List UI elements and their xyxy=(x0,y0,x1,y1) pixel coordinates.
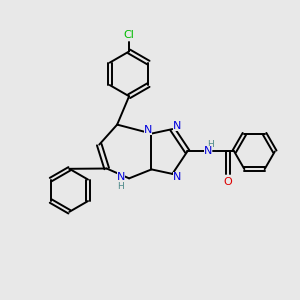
Text: H: H xyxy=(117,182,124,191)
Text: N: N xyxy=(144,125,152,135)
Text: O: O xyxy=(224,177,233,187)
Text: N: N xyxy=(173,172,182,182)
Text: N: N xyxy=(173,121,182,131)
Text: N: N xyxy=(116,172,125,182)
Text: H: H xyxy=(207,140,213,149)
Text: Cl: Cl xyxy=(124,30,134,40)
Text: N: N xyxy=(204,146,212,157)
